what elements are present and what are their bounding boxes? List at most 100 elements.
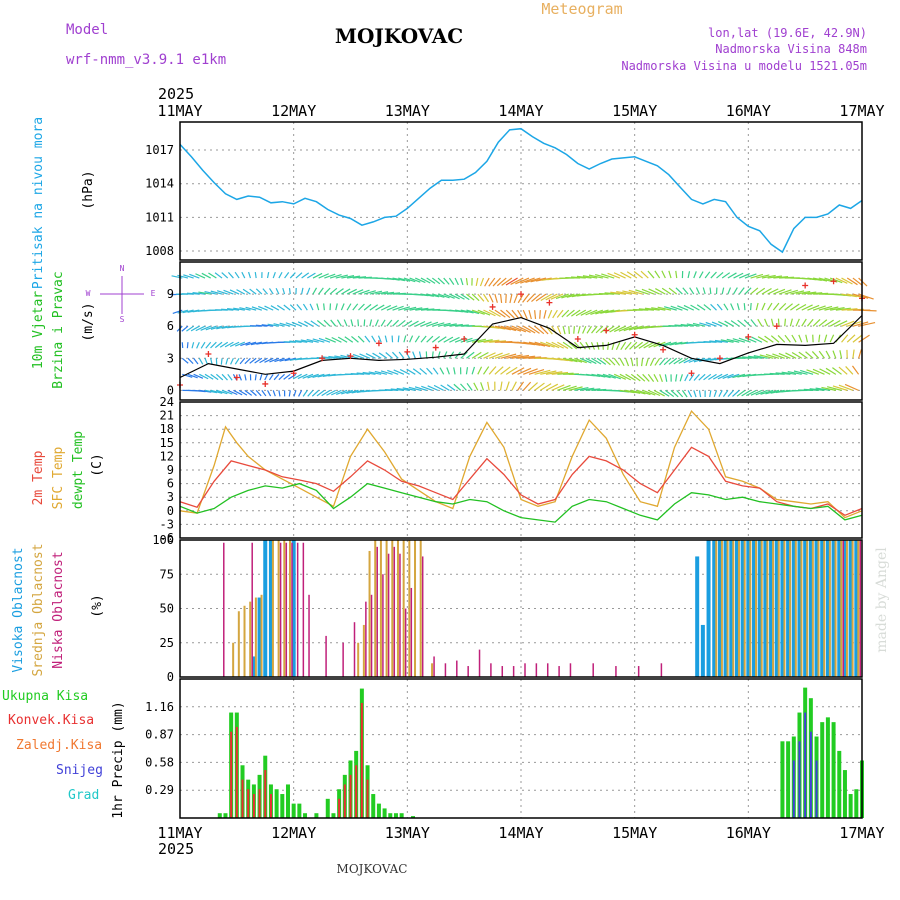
wind-arrow xyxy=(733,272,744,279)
wind-arrow xyxy=(473,382,479,391)
y-tick-label: 24 xyxy=(160,395,174,409)
wind-arrow xyxy=(321,389,331,397)
wind-arrow xyxy=(466,293,475,301)
wind-arrow xyxy=(534,325,545,335)
wind-arrow xyxy=(591,325,598,334)
cloud-bar xyxy=(414,540,417,677)
pressure-label: Pritisak na nivou mora xyxy=(31,117,46,289)
wind-arrow xyxy=(386,319,393,327)
wind-arrow xyxy=(471,338,487,343)
precip-bar xyxy=(230,731,233,818)
wind-arrow xyxy=(683,357,695,364)
cloud-bar xyxy=(749,540,752,677)
cloud-bar xyxy=(757,540,762,677)
y-tick-label: 0 xyxy=(167,504,174,518)
wind-arrow xyxy=(378,352,388,359)
wind-arrow xyxy=(285,322,297,327)
wind-arrow xyxy=(278,271,283,279)
x-tick-bottom: 15MAY xyxy=(612,824,657,842)
wind-arrow xyxy=(772,353,785,359)
wind-arrow xyxy=(396,387,410,391)
wind-arrow xyxy=(838,366,848,375)
wind-arrow xyxy=(573,326,576,334)
precip-bar xyxy=(355,765,358,818)
wind-arrow xyxy=(506,354,523,359)
cloud-label-2: Srednja Oblacnost xyxy=(31,543,46,676)
wind-arrow xyxy=(186,342,189,349)
cloud-bar xyxy=(251,542,253,677)
gust-marker xyxy=(546,299,553,306)
wind-arrow xyxy=(258,305,268,311)
y-tick-label: 18 xyxy=(160,422,174,436)
cloud-bar xyxy=(834,540,837,677)
wind-arrow xyxy=(460,309,474,314)
wind-arrow xyxy=(522,293,530,303)
wind-arrow xyxy=(282,287,286,295)
wind-arrow xyxy=(675,374,678,382)
wind-arrow xyxy=(812,305,826,311)
wind-arrow xyxy=(236,289,246,295)
wind-arrow xyxy=(682,287,689,295)
wind-arrow xyxy=(818,350,825,359)
tick-layer: 10081011101410170369-6-30369121518212402… xyxy=(145,102,884,842)
cloud-bar xyxy=(308,594,310,677)
cloud-bar xyxy=(774,540,779,677)
gust-marker xyxy=(319,355,326,362)
wind-arrow xyxy=(385,352,393,359)
temp-label-2: SFC Temp xyxy=(51,447,66,510)
cloud-bar xyxy=(828,540,831,677)
wind-arrow xyxy=(718,321,729,327)
wind-label-1: 10m Vjetar xyxy=(31,291,46,369)
cloud-bar xyxy=(431,663,434,677)
precip-bar xyxy=(343,784,346,818)
wind-arrow xyxy=(475,277,479,286)
wind-arrow xyxy=(703,373,712,381)
y-tick-label: 0.29 xyxy=(145,783,174,797)
cloud-bar xyxy=(837,540,842,677)
pressure-unit: (hPa) xyxy=(81,170,96,209)
wind-arrow xyxy=(618,325,632,332)
wind-arrow xyxy=(845,366,854,375)
wind-arrow xyxy=(221,272,229,279)
compass-e-label: E xyxy=(151,289,156,298)
wind-arrow xyxy=(568,341,578,350)
wind-arrow xyxy=(443,351,448,359)
wind-arrow xyxy=(832,385,848,391)
cloud-bar xyxy=(737,540,740,677)
wind-arrow xyxy=(661,270,666,279)
wind-arrow xyxy=(250,341,262,346)
cloud-bar xyxy=(374,540,377,677)
wind-arrow xyxy=(284,272,290,279)
line-layer xyxy=(177,127,865,523)
wind-arrow xyxy=(196,341,200,349)
wind-arrow xyxy=(669,341,683,346)
wind-arrow xyxy=(522,309,528,320)
wind-arrow xyxy=(531,293,541,303)
wind-arrow xyxy=(852,334,863,343)
wind-arrow xyxy=(238,389,248,396)
wind-arrow xyxy=(777,335,786,343)
wind-arrow xyxy=(647,373,655,382)
wind-arrow xyxy=(219,341,229,348)
x-tick-top: 17MAY xyxy=(839,102,884,120)
wind-arrow xyxy=(761,302,766,311)
wind-arrow xyxy=(415,277,426,284)
wind-arrow xyxy=(296,303,303,311)
wind-arrow xyxy=(391,351,399,359)
wind-arrow xyxy=(363,303,372,311)
wind-arrow xyxy=(205,325,217,331)
wind-arrow xyxy=(784,289,798,295)
wind-arrow xyxy=(477,351,489,359)
wind-arrow xyxy=(505,277,518,286)
y-tick-label: 75 xyxy=(160,567,174,581)
x-tick-bottom: 16MAY xyxy=(726,824,771,842)
wind-arrow xyxy=(199,389,212,393)
wind-arrow xyxy=(229,341,240,348)
wind-arrow xyxy=(181,325,189,332)
wind-arrow xyxy=(663,357,672,366)
wind-arrow xyxy=(648,389,661,397)
elevation-text: Nadmorska Visina 848m xyxy=(715,42,867,56)
wind-arrow xyxy=(384,388,399,391)
precip-bar xyxy=(809,731,812,818)
